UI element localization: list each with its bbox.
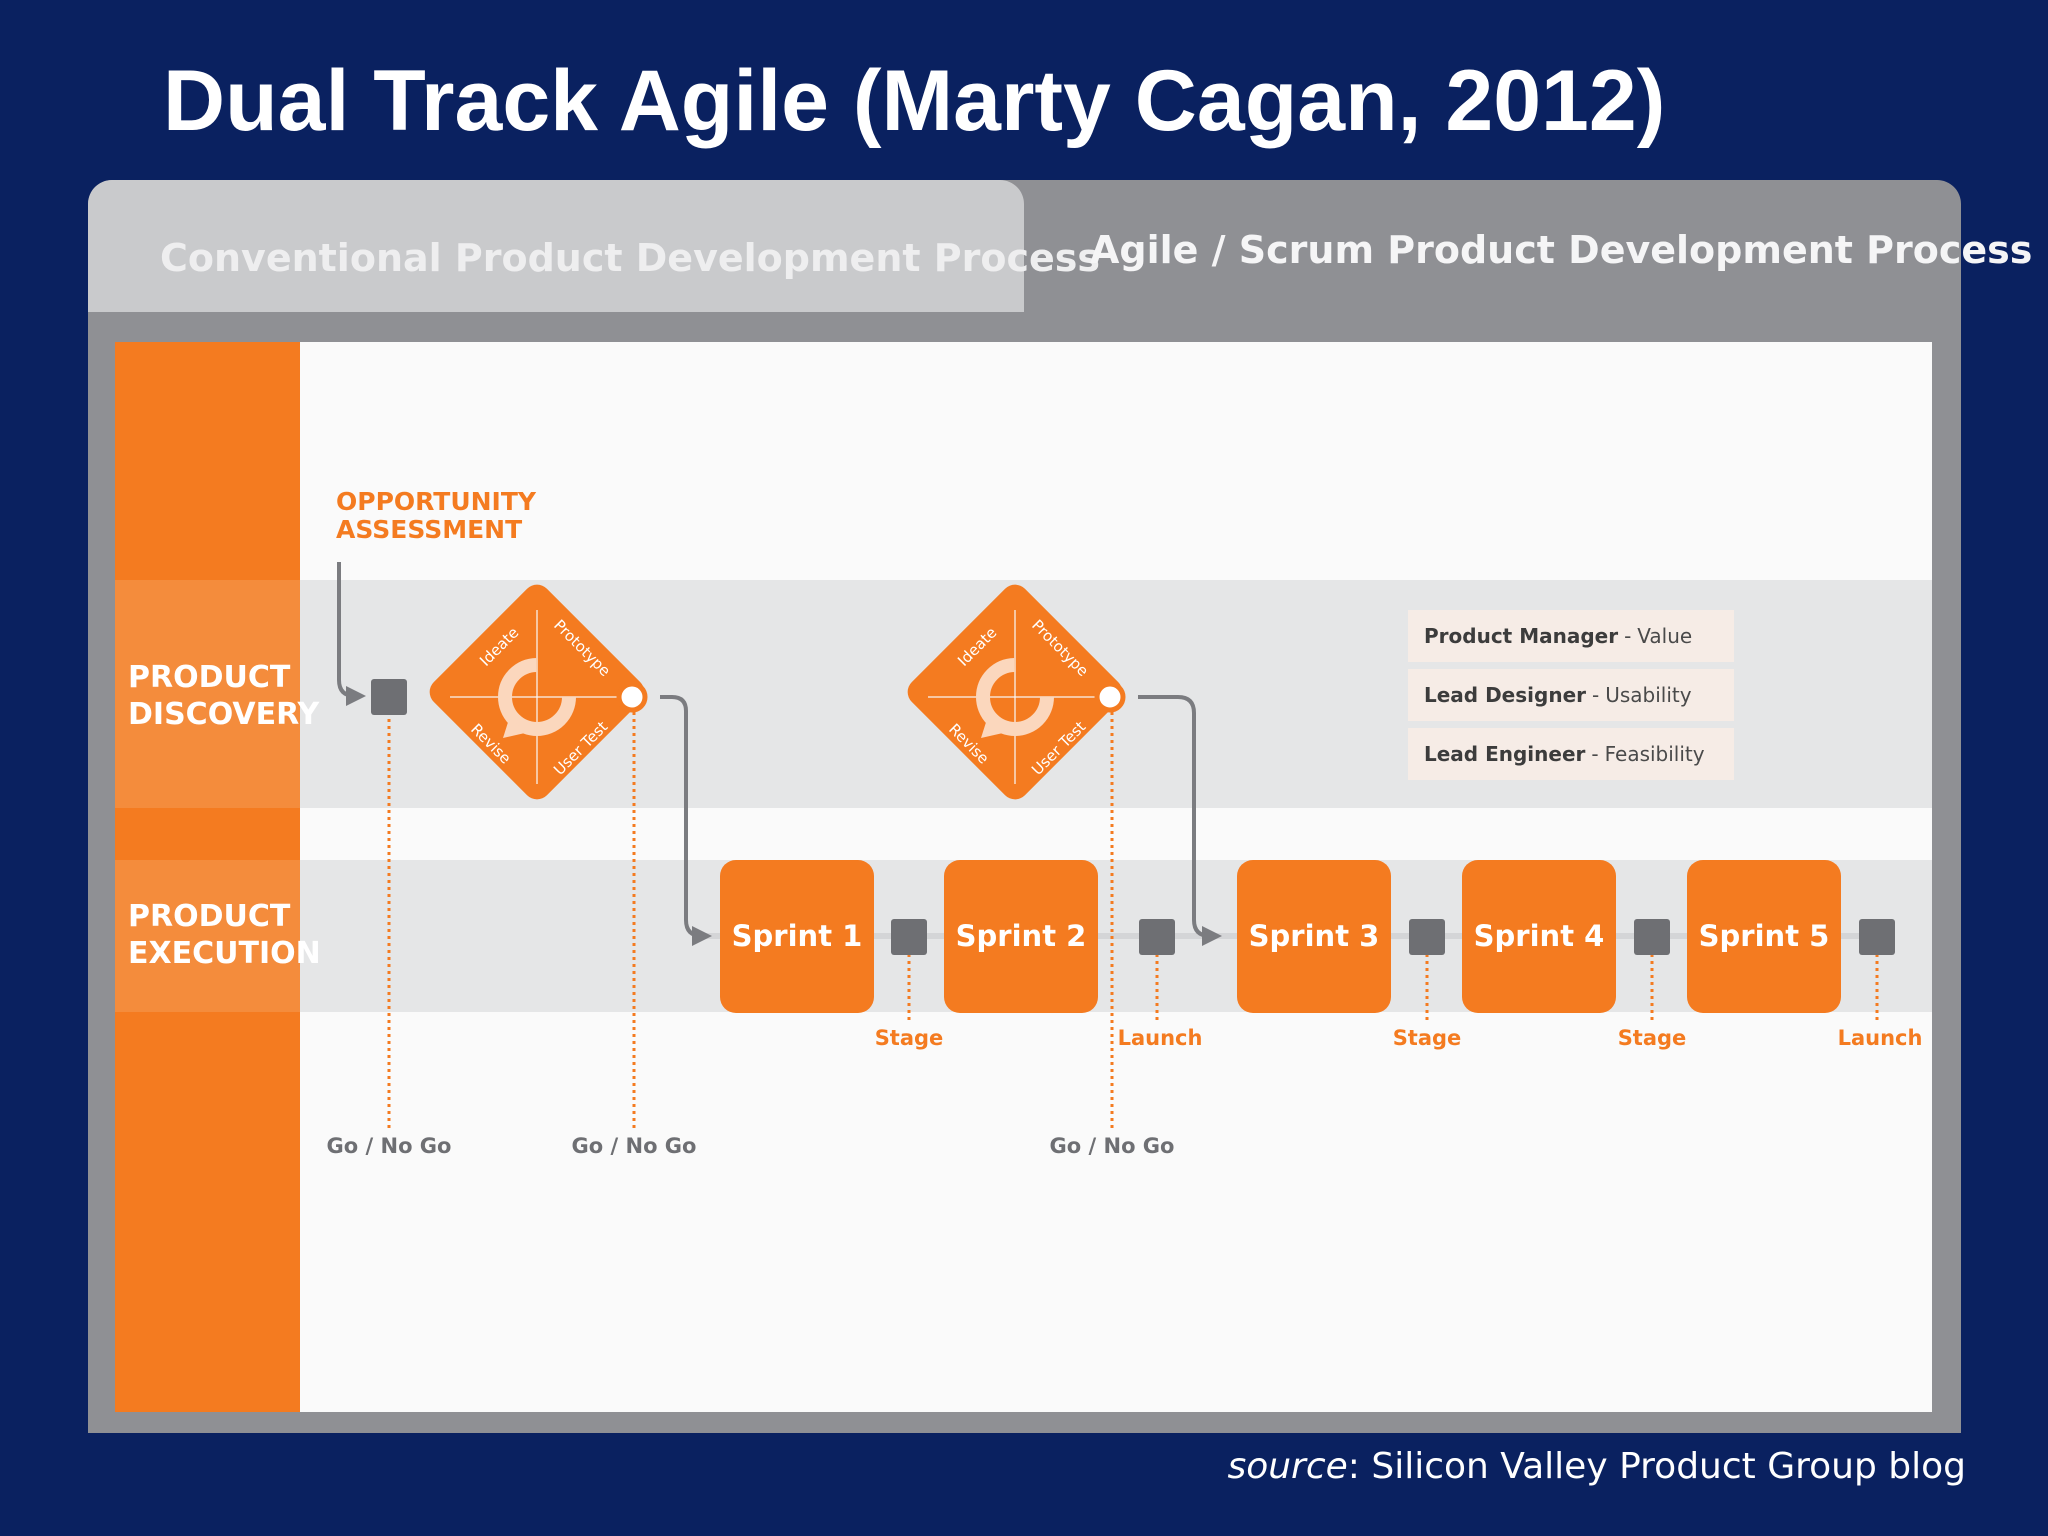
sprint-5: Sprint 5 — [1687, 860, 1841, 1013]
source-text: : Silicon Valley Product Group blog — [1347, 1446, 1966, 1487]
role-name: Lead Designer — [1424, 683, 1586, 707]
discovery-cycle-2: Ideate Prototype User Test Revise — [907, 584, 1126, 800]
lane-label-discovery: PRODUCT DISCOVERY — [128, 659, 319, 733]
gate-label: Go / No Go — [572, 1134, 697, 1158]
lane-label-line: PRODUCT — [128, 660, 291, 695]
sprint-1: Sprint 1 — [720, 860, 874, 1013]
role-item: Lead Designer - Usability — [1408, 669, 1734, 721]
opportunity-label-line1: OPPORTUNITY — [336, 487, 537, 516]
discovery-label-band — [115, 580, 300, 808]
opportunity-arrow — [337, 562, 366, 706]
opportunity-label-line2: ASSESSMENT — [336, 515, 522, 544]
gate-label: Go / No Go — [1050, 1134, 1175, 1158]
tab-agile-label: Agile / Scrum Product Development Proces… — [1090, 228, 2033, 272]
connector-to-sprint1 — [660, 695, 712, 946]
lane-label-line: EXECUTION — [128, 936, 321, 971]
sprint-label: Sprint 3 — [1249, 919, 1380, 953]
discovery-cycle-1: Ideate Prototype User Test Revise — [429, 584, 648, 800]
milestone-label: Launch — [1118, 1026, 1203, 1050]
tab-conventional-label: Conventional Product Development Process — [160, 236, 1100, 280]
lane-label-line: PRODUCT — [128, 899, 291, 934]
milestone-node — [1409, 919, 1445, 955]
milestone-node — [1859, 919, 1895, 955]
role-item: Lead Engineer - Feasibility — [1408, 728, 1734, 780]
source-label: source — [1227, 1446, 1348, 1487]
sprint-4: Sprint 4 — [1462, 860, 1616, 1013]
role-name: Product Manager — [1424, 624, 1619, 648]
lane-label-execution: PRODUCT EXECUTION — [128, 898, 321, 972]
sprint-label: Sprint 1 — [732, 919, 863, 953]
milestone-node — [1139, 919, 1175, 955]
role-name: Lead Engineer — [1424, 742, 1586, 766]
gate-label: Go / No Go — [327, 1134, 452, 1158]
milestone-label: Stage — [1393, 1026, 1462, 1050]
roles-list: Product Manager - Value Lead Designer - Usab… — [1408, 610, 1734, 787]
slide-title: Dual Track Agile (Marty Cagan, 2012) — [163, 53, 1666, 149]
milestone-label: Launch — [1838, 1026, 1923, 1050]
milestone-label: Stage — [875, 1026, 944, 1050]
sprint-label: Sprint 4 — [1474, 919, 1605, 953]
role-focus: Feasibility — [1604, 742, 1705, 766]
milestone-node — [891, 919, 927, 955]
connector-to-sprint3 — [1138, 695, 1222, 946]
execution-label-band — [115, 860, 300, 1012]
sprint-label: Sprint 5 — [1699, 919, 1830, 953]
role-focus: Value — [1637, 624, 1693, 648]
sprint-3: Sprint 3 — [1237, 860, 1391, 1013]
source-credit: source: Silicon Valley Product Group blo… — [1227, 1446, 1966, 1487]
sprint-2: Sprint 2 — [944, 860, 1098, 1013]
lane-label-line: DISCOVERY — [128, 697, 320, 732]
sprint-label: Sprint 2 — [956, 919, 1087, 953]
tab-conventional — [88, 180, 1024, 312]
role-item: Product Manager - Value — [1408, 610, 1734, 662]
gate-node-1 — [371, 679, 407, 715]
milestone-label: Stage — [1618, 1026, 1687, 1050]
milestone-node — [1634, 919, 1670, 955]
role-focus: Usability — [1605, 683, 1692, 707]
